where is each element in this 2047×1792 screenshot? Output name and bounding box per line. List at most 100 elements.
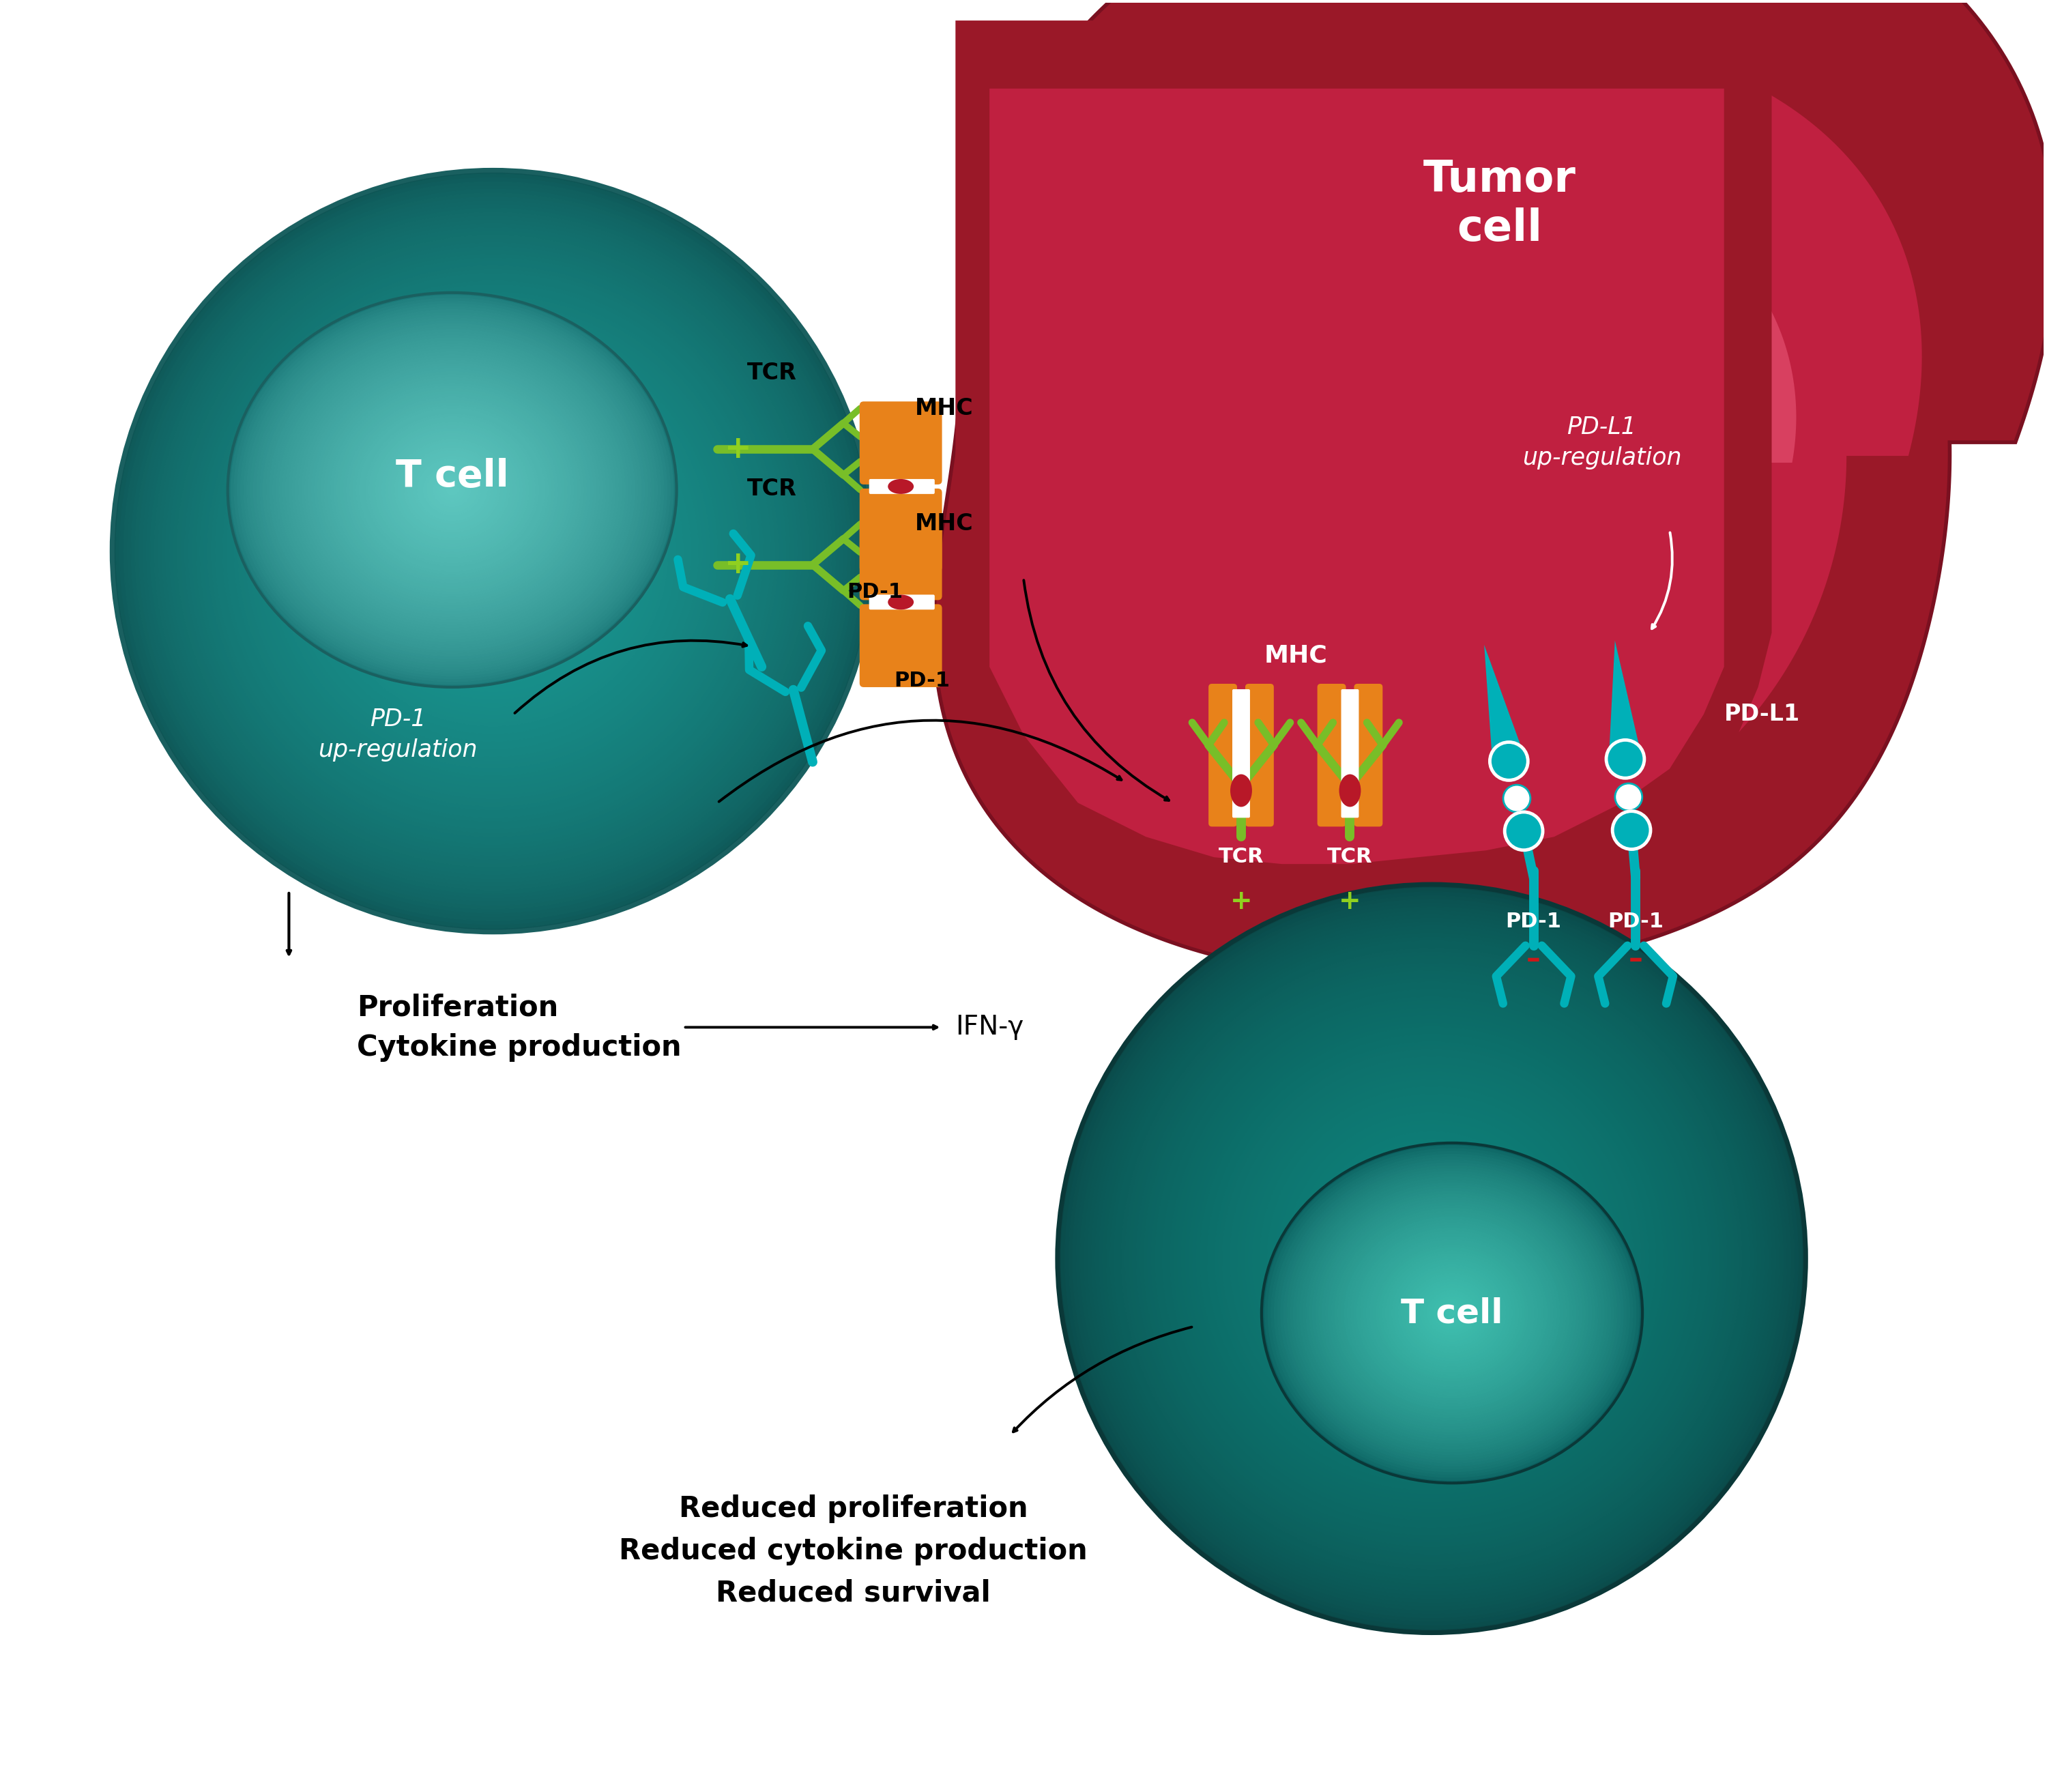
Circle shape: [387, 444, 600, 658]
Circle shape: [489, 547, 497, 556]
Circle shape: [413, 471, 573, 631]
Ellipse shape: [336, 389, 567, 591]
Ellipse shape: [301, 357, 604, 622]
Text: Reduced proliferation
Reduced cytokine production
Reduced survival: Reduced proliferation Reduced cytokine p…: [618, 1495, 1087, 1607]
Ellipse shape: [248, 310, 657, 670]
Ellipse shape: [1314, 380, 1591, 613]
Circle shape: [1607, 740, 1644, 778]
Ellipse shape: [1339, 774, 1361, 806]
Ellipse shape: [1267, 1149, 1636, 1477]
Text: IFN-γ: IFN-γ: [956, 1014, 1024, 1039]
Ellipse shape: [436, 477, 469, 504]
Ellipse shape: [317, 371, 587, 607]
Ellipse shape: [1257, 332, 1648, 661]
Circle shape: [418, 475, 569, 627]
Circle shape: [352, 410, 635, 692]
Circle shape: [211, 269, 776, 833]
Ellipse shape: [1437, 484, 1466, 509]
Circle shape: [1181, 1007, 1683, 1509]
Ellipse shape: [395, 439, 510, 541]
Text: TCR: TCR: [747, 362, 796, 385]
Ellipse shape: [1443, 1305, 1462, 1321]
Ellipse shape: [1449, 493, 1455, 500]
Text: +: +: [725, 434, 751, 464]
Circle shape: [113, 170, 874, 932]
Circle shape: [409, 468, 577, 634]
Ellipse shape: [1380, 1247, 1525, 1378]
Circle shape: [1408, 1236, 1453, 1281]
Circle shape: [203, 262, 782, 840]
Circle shape: [264, 323, 721, 780]
Circle shape: [197, 254, 790, 848]
Ellipse shape: [430, 470, 475, 509]
Circle shape: [276, 333, 710, 769]
Ellipse shape: [1238, 315, 1666, 677]
Circle shape: [467, 525, 520, 577]
Circle shape: [1073, 900, 1791, 1618]
Ellipse shape: [1371, 430, 1531, 564]
Ellipse shape: [1376, 432, 1529, 561]
Circle shape: [1353, 1179, 1511, 1337]
Ellipse shape: [358, 409, 545, 572]
Ellipse shape: [278, 337, 624, 642]
Circle shape: [1259, 1086, 1603, 1430]
Circle shape: [1615, 783, 1642, 810]
Ellipse shape: [1414, 1279, 1490, 1348]
Ellipse shape: [411, 453, 493, 527]
Ellipse shape: [1329, 1202, 1576, 1423]
Ellipse shape: [1261, 1143, 1642, 1484]
Circle shape: [280, 339, 706, 765]
Ellipse shape: [1408, 461, 1496, 534]
Ellipse shape: [426, 468, 477, 513]
Ellipse shape: [391, 435, 514, 543]
Ellipse shape: [418, 459, 487, 521]
Circle shape: [1425, 1251, 1439, 1267]
Ellipse shape: [1322, 387, 1582, 607]
Ellipse shape: [1281, 1159, 1623, 1466]
Ellipse shape: [1304, 371, 1601, 622]
Circle shape: [1320, 1147, 1543, 1371]
Ellipse shape: [1339, 1211, 1566, 1416]
Circle shape: [1218, 1045, 1646, 1471]
Circle shape: [1412, 1240, 1451, 1278]
Circle shape: [1394, 1220, 1470, 1296]
Circle shape: [1081, 907, 1783, 1611]
Circle shape: [311, 369, 676, 735]
Ellipse shape: [346, 396, 559, 582]
Circle shape: [1234, 1061, 1629, 1457]
FancyBboxPatch shape: [1318, 685, 1345, 826]
Circle shape: [1304, 1131, 1560, 1385]
Ellipse shape: [1365, 1236, 1537, 1389]
Ellipse shape: [1402, 1267, 1502, 1358]
Circle shape: [1114, 941, 1750, 1577]
FancyBboxPatch shape: [1353, 685, 1382, 826]
Circle shape: [1240, 1068, 1623, 1450]
Ellipse shape: [334, 385, 571, 595]
Circle shape: [1281, 1109, 1580, 1409]
Ellipse shape: [1277, 349, 1625, 643]
Ellipse shape: [1271, 1152, 1634, 1475]
Ellipse shape: [307, 364, 596, 616]
Circle shape: [1331, 1158, 1533, 1360]
Circle shape: [1398, 1226, 1466, 1292]
Ellipse shape: [368, 416, 536, 563]
Ellipse shape: [344, 394, 561, 586]
Circle shape: [1357, 1185, 1507, 1333]
Circle shape: [1286, 1113, 1578, 1405]
Polygon shape: [933, 0, 2047, 978]
Ellipse shape: [272, 332, 633, 647]
Ellipse shape: [233, 297, 669, 681]
Circle shape: [149, 208, 835, 894]
Circle shape: [1155, 982, 1709, 1536]
Circle shape: [188, 246, 798, 857]
Ellipse shape: [1318, 383, 1586, 609]
Circle shape: [1173, 1000, 1689, 1516]
Text: T cell: T cell: [395, 459, 508, 495]
Circle shape: [1490, 742, 1527, 780]
Circle shape: [1384, 1210, 1480, 1306]
Circle shape: [287, 346, 698, 756]
Circle shape: [1390, 1217, 1472, 1299]
Ellipse shape: [1347, 409, 1558, 586]
Ellipse shape: [1290, 358, 1615, 634]
Ellipse shape: [401, 444, 504, 536]
